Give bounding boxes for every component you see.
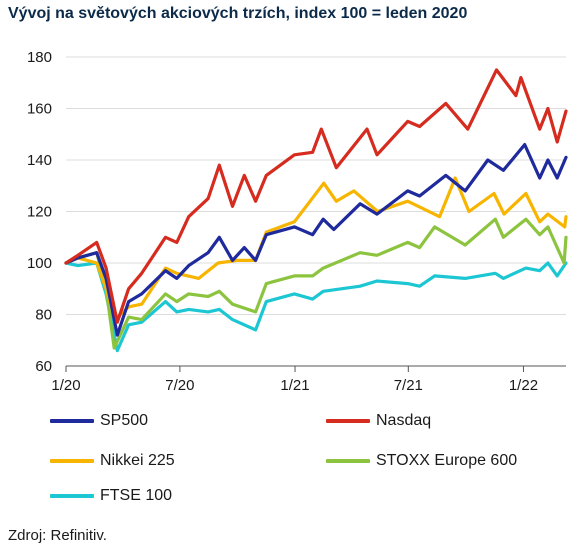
series-line-stoxx-europe-600 [64, 217, 568, 350]
legend-swatch-ftse [50, 494, 94, 498]
series-line-sp500 [64, 143, 568, 337]
legend-label-stoxx: STOXX Europe 600 [376, 452, 518, 469]
y-tick-label: 120 [27, 204, 52, 221]
y-tick-label: 160 [27, 101, 52, 118]
legend-item-ftse: FTSE 100 [50, 486, 172, 506]
gridlines [66, 56, 566, 315]
legend-item-stoxx: STOXX Europe 600 [326, 451, 517, 471]
x-tick-label: 1/20 [51, 377, 80, 394]
source-note: Zdroj: Refinitiv. [8, 527, 107, 544]
y-tick-label: 60 [35, 358, 52, 375]
legend-swatch-sp500 [50, 419, 94, 423]
y-tick-label: 100 [27, 255, 52, 272]
y-tick-label: 180 [27, 49, 52, 66]
legend-swatch-stoxx [326, 459, 370, 463]
x-tick-label: 7/20 [165, 377, 194, 394]
x-tick-label: 1/22 [509, 377, 538, 394]
series-line-nasdaq [64, 68, 568, 324]
line-chart: 60 80 100 120 140 160 180 1/20 7/20 1/21 7/21 1/22 [27, 49, 568, 394]
chart-title: Vývoj na světových akciových trzích, ind… [8, 5, 468, 22]
legend-label-nasdaq: Nasdaq [376, 412, 432, 429]
legend-swatch-nasdaq [326, 419, 370, 423]
x-tick-label: 7/21 [394, 377, 423, 394]
legend-item-nasdaq: Nasdaq [326, 411, 431, 431]
legend-label-nikkei: Nikkei 225 [100, 452, 175, 469]
series-lines [64, 68, 568, 353]
legend-item-nikkei: Nikkei 225 [50, 451, 175, 471]
x-tick-label: 1/21 [280, 377, 309, 394]
legend-swatch-nikkei [50, 459, 94, 463]
legend-label-ftse: FTSE 100 [100, 487, 173, 504]
legend-item-sp500: SP500 [50, 411, 148, 431]
series-line-ftse-100 [64, 261, 568, 353]
legend-label-sp500: SP500 [100, 412, 149, 429]
y-tick-label: 140 [27, 152, 52, 169]
axes: 60 80 100 120 140 160 180 1/20 7/20 1/21 7/21 1/22 [27, 49, 566, 394]
y-tick-label: 80 [35, 307, 52, 324]
